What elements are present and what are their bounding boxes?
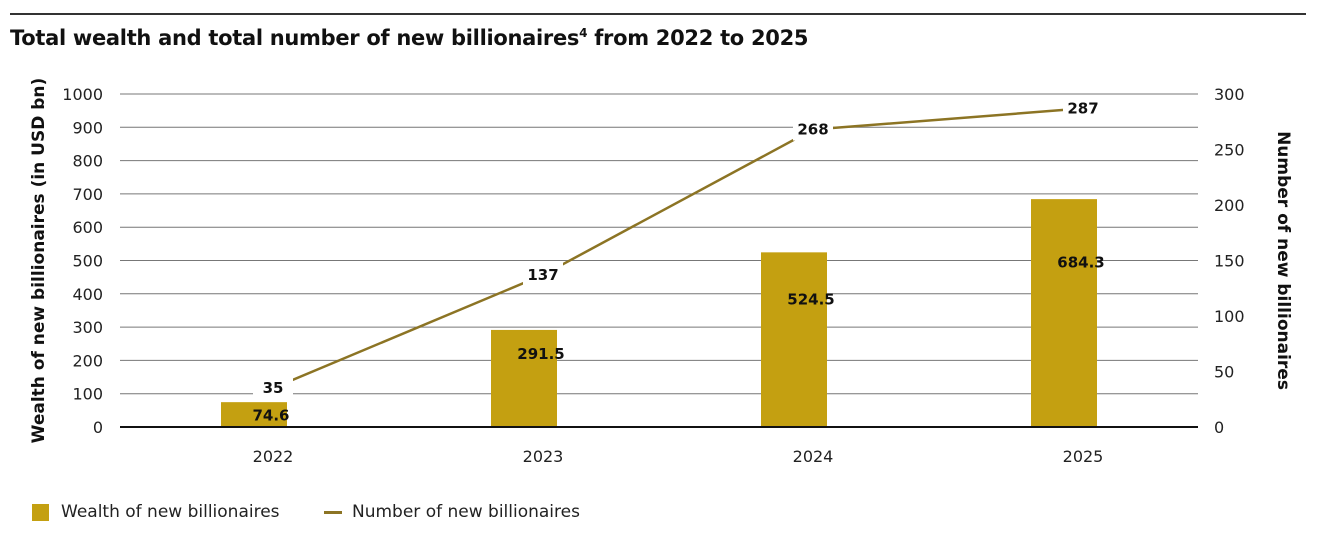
legend-swatch-line xyxy=(324,510,342,514)
bar-2023 xyxy=(491,329,557,427)
legend-item-wealth: Wealth of new billionaires xyxy=(32,502,280,522)
y-axis-title: Wealth of new billionaires (in USD bn) xyxy=(29,78,49,444)
legend-label: Wealth of new billionaires xyxy=(61,502,280,522)
bar-value-label: 291.5 xyxy=(517,345,564,363)
y-tick-label: 600 xyxy=(72,218,103,237)
y-right-tick-label: 200 xyxy=(1214,196,1245,215)
y-right-axis-title: Number of new billionaires xyxy=(1273,131,1293,390)
line-value-label: 287 xyxy=(1067,99,1098,117)
y-right-tick-label: 150 xyxy=(1214,252,1245,271)
y-tick-label: 200 xyxy=(72,351,103,370)
line-label-bg xyxy=(793,116,833,141)
line-label-bg xyxy=(253,375,293,400)
top-rule xyxy=(10,13,1306,15)
legend-swatch-bar xyxy=(32,503,49,521)
y-right-tick-label: 300 xyxy=(1214,85,1245,104)
y-tick-label: 500 xyxy=(72,252,103,271)
line-label-bg xyxy=(523,261,563,286)
line-series xyxy=(272,107,1084,390)
line-value-label: 35 xyxy=(263,379,284,397)
line-value-label: 268 xyxy=(797,121,828,139)
y-tick-label: 1000 xyxy=(62,85,103,104)
y-tick-label: 300 xyxy=(72,318,103,337)
x-tick-label: 2022 xyxy=(253,447,294,466)
y-right-tick-label: 250 xyxy=(1214,141,1245,160)
bar-value-label: 684.3 xyxy=(1057,253,1104,271)
y-right-tick-label: 100 xyxy=(1214,307,1245,326)
bar-value-label: 524.5 xyxy=(787,291,834,309)
y-right-tick-label: 50 xyxy=(1214,363,1234,382)
y-tick-label: 0 xyxy=(93,418,103,437)
y-tick-label: 900 xyxy=(72,118,103,137)
x-tick-label: 2023 xyxy=(523,447,564,466)
y-tick-label: 700 xyxy=(72,185,103,204)
x-tick-label: 2025 xyxy=(1063,447,1104,466)
legend-item-number: Number of new billionaires xyxy=(324,502,580,522)
bar-2022 xyxy=(221,402,287,427)
legend-label: Number of new billionaires xyxy=(352,502,580,522)
y-tick-label: 800 xyxy=(72,152,103,171)
bar-value-label: 74.6 xyxy=(252,407,289,425)
y-right-tick-label: 0 xyxy=(1214,418,1224,437)
line-value-label: 137 xyxy=(527,266,558,284)
x-tick-label: 2024 xyxy=(793,447,834,466)
y-tick-label: 100 xyxy=(72,385,103,404)
y-tick-label: 400 xyxy=(72,285,103,304)
bar-2025 xyxy=(1031,199,1097,427)
bar-2024 xyxy=(761,252,827,427)
chart-title: Total wealth and total number of new bil… xyxy=(10,26,809,50)
line-label-bg xyxy=(1063,95,1103,120)
